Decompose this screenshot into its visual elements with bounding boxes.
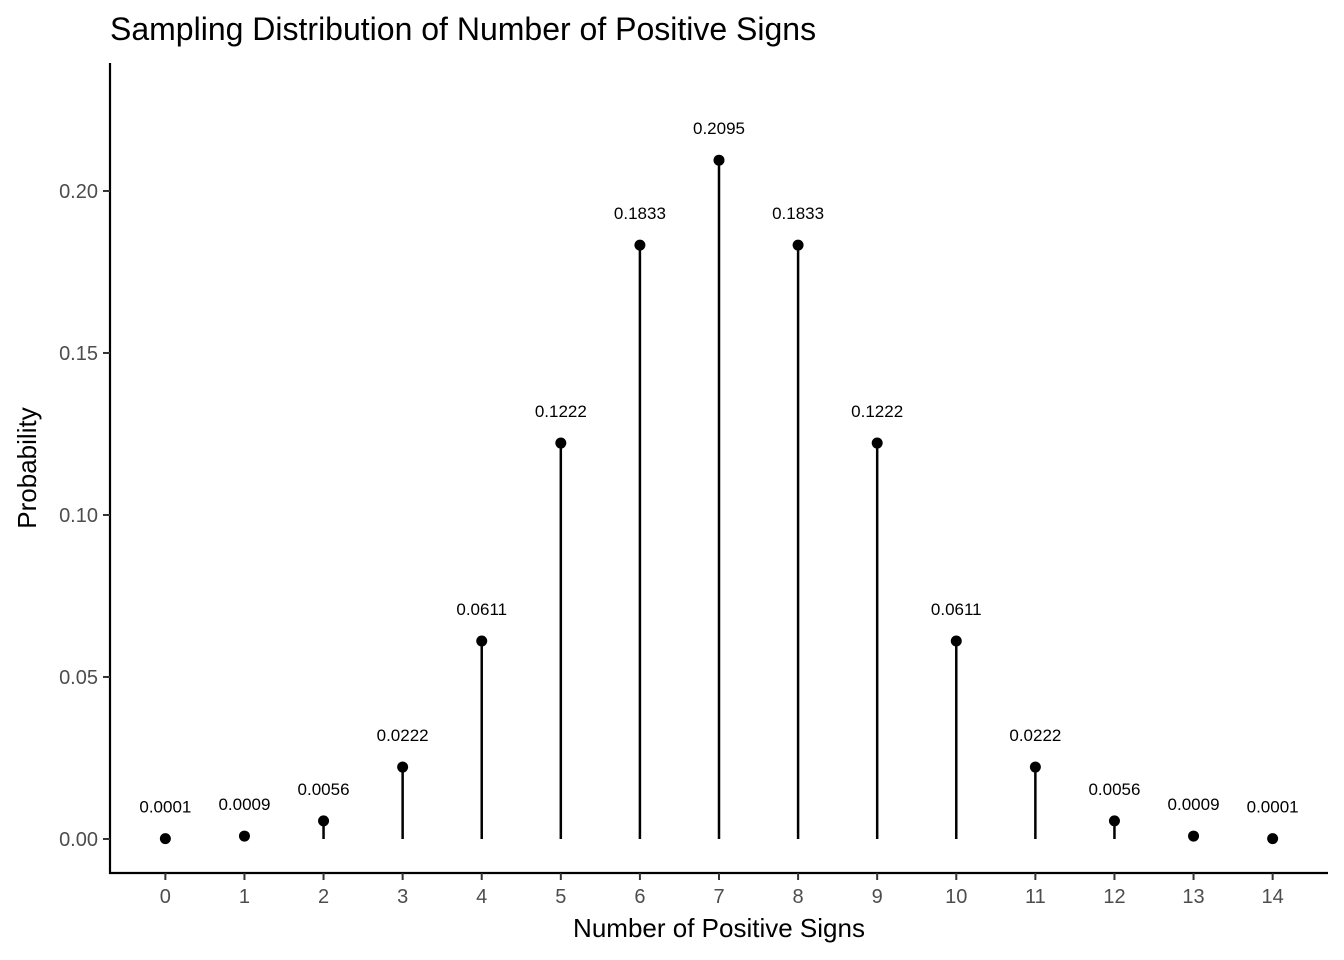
y-axis-title: Probability	[12, 407, 42, 528]
x-tick-label: 5	[555, 886, 566, 908]
lollipop-stems	[164, 160, 1274, 839]
x-tick-label: 6	[634, 886, 645, 908]
data-label: 0.1833	[614, 204, 666, 223]
data-label: 0.0222	[1009, 726, 1061, 745]
lollipop-point	[1029, 761, 1041, 773]
lollipop-points	[159, 154, 1279, 845]
data-label: 0.2095	[693, 119, 745, 138]
data-label: 0.0222	[377, 726, 429, 745]
x-tick-label: 2	[318, 886, 329, 908]
lollipop-point	[238, 830, 250, 842]
lollipop-point	[950, 635, 962, 647]
lollipop-point	[1188, 830, 1200, 842]
lollipop-point	[159, 833, 171, 845]
lollipop-point	[318, 815, 330, 827]
y-tick-label: 0.00	[59, 829, 98, 851]
data-label: 0.0611	[456, 600, 507, 619]
x-tick-label: 13	[1182, 886, 1204, 908]
data-label: 0.0009	[218, 795, 270, 814]
lollipop-point	[792, 239, 804, 251]
lollipop-point	[634, 239, 646, 251]
y-tick-label: 0.20	[59, 181, 98, 203]
y-tick-label: 0.15	[59, 343, 98, 365]
lollipop-point	[713, 154, 725, 166]
x-tick-label: 3	[397, 886, 408, 908]
x-tick-label: 11	[1025, 886, 1046, 908]
x-tick-label: 0	[160, 886, 171, 908]
data-label: 0.0009	[1168, 795, 1220, 814]
x-axis-ticks: 0 1 2 3 4 5 6 7 8 9 10 11 12 13 14	[160, 873, 1284, 908]
x-tick-label: 9	[872, 886, 883, 908]
y-tick-label: 0.05	[59, 667, 98, 689]
lollipop-point	[1108, 815, 1120, 827]
data-label: 0.0001	[1247, 798, 1299, 817]
lollipop-point	[397, 761, 409, 773]
y-tick-label: 0.10	[59, 505, 98, 527]
chart-title: Sampling Distribution of Number of Posit…	[110, 11, 816, 47]
x-tick-label: 1	[239, 886, 250, 908]
lollipop-point	[555, 437, 567, 449]
data-label: 0.0056	[298, 780, 350, 799]
y-axis-ticks: 0.00 0.05 0.10 0.15 0.20	[59, 181, 110, 851]
x-tick-label: 4	[476, 886, 487, 908]
data-label: 0.1833	[772, 204, 824, 223]
data-label: 0.1222	[535, 402, 587, 421]
x-axis-title: Number of Positive Signs	[573, 913, 865, 943]
lollipop-point	[476, 635, 488, 647]
data-label: 0.0001	[139, 798, 191, 817]
x-tick-label: 8	[793, 886, 804, 908]
lollipop-point	[1267, 833, 1279, 845]
x-tick-label: 7	[713, 886, 724, 908]
x-tick-label: 10	[945, 886, 967, 908]
data-label: 0.0056	[1088, 780, 1140, 799]
data-label: 0.1222	[851, 402, 903, 421]
data-labels: 0.0001 0.0009 0.0056 0.0222 0.0611 0.1222 0.18…	[139, 119, 1298, 816]
lollipop-point	[871, 437, 883, 449]
data-label: 0.0611	[931, 600, 982, 619]
x-tick-label: 14	[1262, 886, 1284, 908]
x-tick-label: 12	[1103, 886, 1125, 908]
